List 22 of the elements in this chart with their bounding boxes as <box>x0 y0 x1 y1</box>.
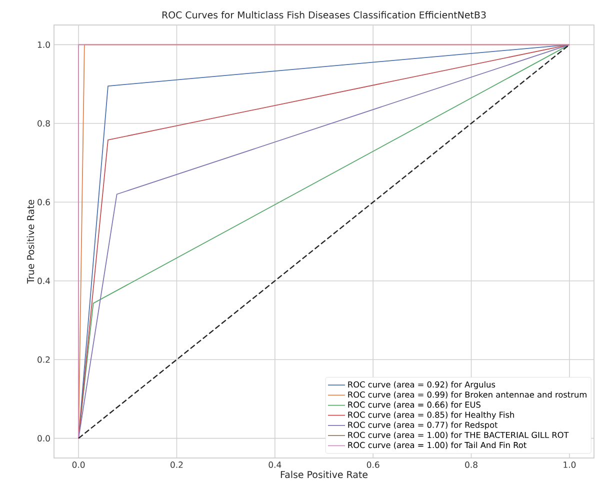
y-axis-title: True Positive Rate <box>26 200 34 284</box>
x-tick-label: 0.4 <box>268 462 282 468</box>
y-tick-label: 0.8 <box>38 120 50 127</box>
x-tick-label: 0.0 <box>72 462 85 468</box>
x-tick-label: 0.6 <box>366 462 380 468</box>
legend-label: ROC curve (area = 0.66) for EUS <box>348 401 480 409</box>
y-tick-label: 0.2 <box>38 356 50 363</box>
x-tick-label: 0.2 <box>170 462 183 468</box>
chart-title: ROC Curves for Multiclass Fish Diseases Classification EfficientNetB3 <box>162 11 486 18</box>
legend-label: ROC curve (area = 0.77) for Redspot <box>348 422 498 430</box>
x-axis-title: False Positive Rate <box>280 470 368 478</box>
y-tick-label: 0.4 <box>38 278 50 284</box>
x-tick-label: 1.0 <box>564 462 576 468</box>
x-tick-label: 0.8 <box>465 462 478 468</box>
y-tick-label: 1.0 <box>38 41 50 48</box>
legend-label: ROC curve (area = 1.00) for THE BACTERIAL GILL ROT <box>348 432 569 439</box>
legend-label: ROC curve (area = 1.00) for Tail And Fin Rot <box>348 442 526 450</box>
y-tick-label: 0.6 <box>38 198 50 206</box>
y-tick-label: 0.0 <box>38 435 50 442</box>
legend-label: ROC curve (area = 0.92) for Argulus <box>348 381 496 390</box>
legend-label: ROC curve (area = 0.85) for Healthy Fish <box>348 412 514 420</box>
legend-label: ROC curve (area = 0.99) for Broken antennae and rostrum <box>348 391 586 399</box>
